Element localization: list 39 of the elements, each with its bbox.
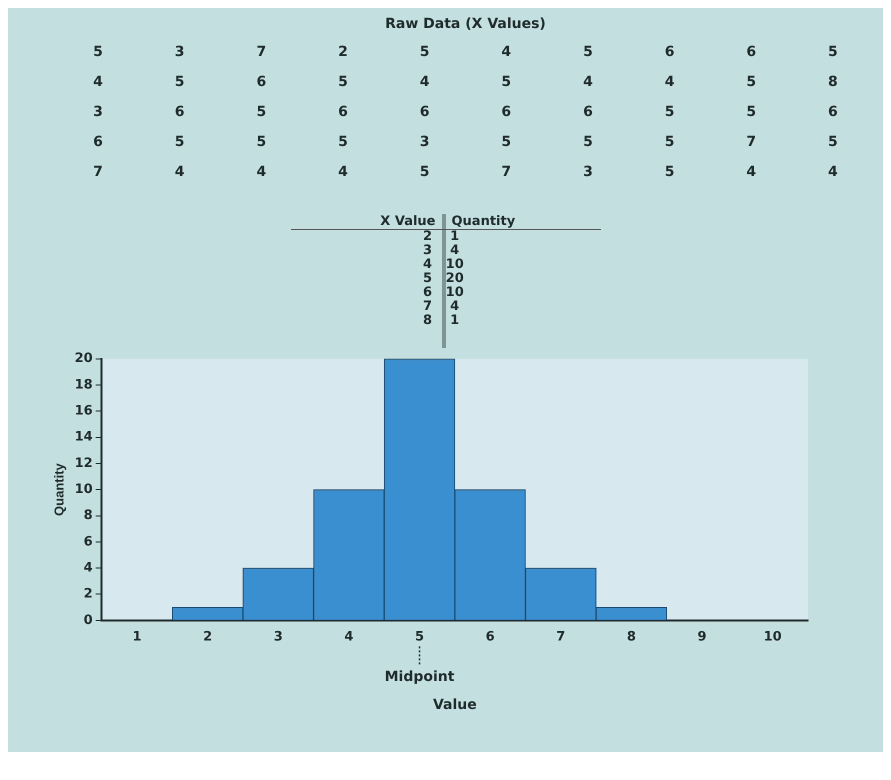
y-tick-label: 14 bbox=[74, 430, 93, 445]
text: 2 1 bbox=[422, 229, 460, 244]
x-tick-label: 8 bbox=[626, 630, 636, 645]
x-tick-label: 10 bbox=[764, 630, 782, 645]
text: 7 4 bbox=[422, 299, 460, 314]
y-tick-label: 12 bbox=[74, 456, 93, 471]
text: 3 4 bbox=[422, 243, 460, 258]
y-tick-label: 2 bbox=[84, 586, 93, 602]
x-axis-title: Value bbox=[432, 697, 477, 714]
y-tick-label: 6 bbox=[84, 534, 93, 550]
text: 8 1 bbox=[422, 313, 460, 328]
y-tick-label: 16 bbox=[74, 403, 93, 418]
y-tick-label: 18 bbox=[74, 377, 93, 392]
x-tick-label: 7 bbox=[556, 630, 566, 645]
text: Quantity bbox=[450, 214, 516, 229]
text: 6 10 bbox=[422, 285, 465, 300]
x-tick-label: 3 bbox=[274, 630, 283, 645]
text: X Value bbox=[379, 214, 436, 229]
y-tick-label: 4 bbox=[84, 560, 93, 576]
text: 4 5 6 5 4 5 4 4 5 8 bbox=[93, 74, 838, 90]
y-tick-label: 10 bbox=[74, 482, 93, 497]
x-tick-label: 1 bbox=[132, 630, 142, 645]
x-tick-label: 9 bbox=[698, 630, 707, 645]
y-tick-label: 0 bbox=[84, 612, 93, 628]
text: 5 20 bbox=[422, 271, 465, 286]
text: 6 5 5 5 3 5 5 5 7 5 bbox=[93, 134, 838, 150]
x-tick-label: 6 bbox=[486, 630, 495, 645]
x-tick-label: 5 bbox=[415, 630, 424, 645]
x-tick-label: 4 bbox=[344, 630, 354, 645]
text: Raw Data (X Values) bbox=[384, 16, 547, 32]
text: 7 4 4 4 5 7 3 5 4 4 bbox=[93, 164, 838, 180]
y-tick-label: 8 bbox=[84, 508, 93, 524]
y-axis-title: Quantity bbox=[51, 462, 66, 516]
x-tick-label: 2 bbox=[203, 630, 212, 645]
annotation: Midpoint bbox=[384, 669, 455, 686]
text: 4 10 bbox=[422, 257, 465, 272]
text: 3 6 5 6 6 6 6 5 5 6 bbox=[93, 104, 838, 120]
text: 5 3 7 2 5 4 5 6 6 5 bbox=[93, 44, 838, 60]
y-tick-label: 20 bbox=[74, 351, 93, 366]
